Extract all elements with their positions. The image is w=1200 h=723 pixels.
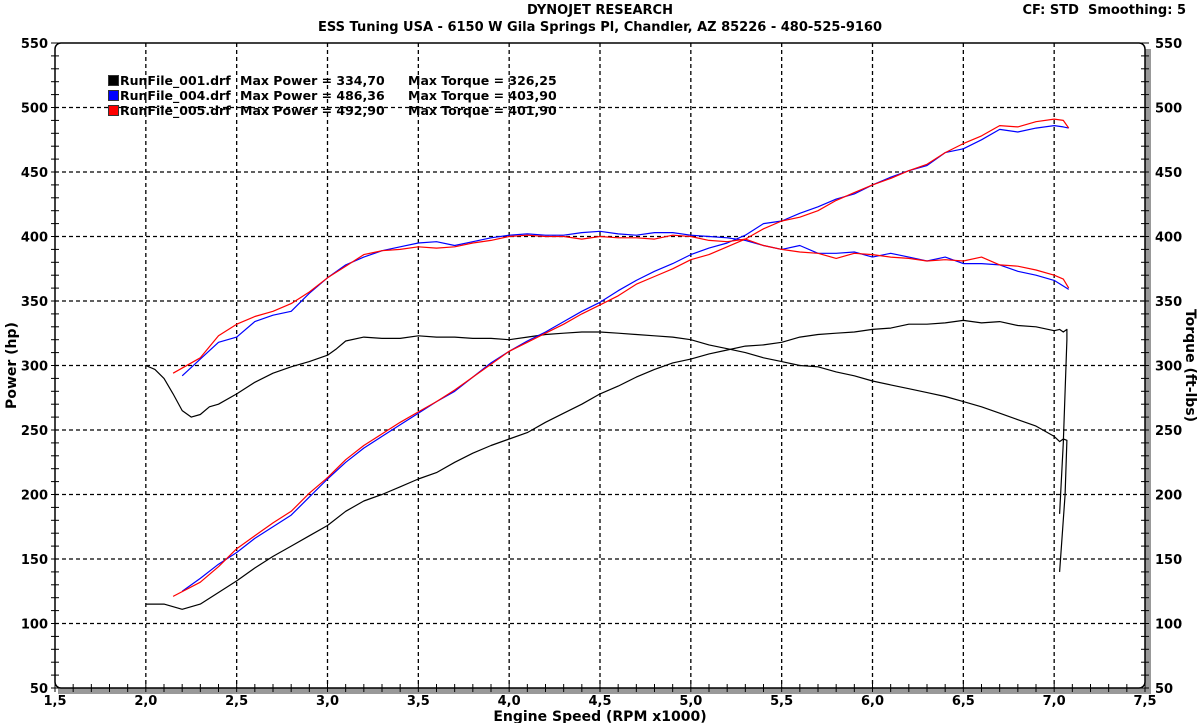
legend-item: RunFile_005.drf Max Power = 492,90 Max T…	[108, 103, 557, 118]
svg-text:6,5: 6,5	[952, 694, 975, 709]
svg-text:Engine Speed (RPM x1000): Engine Speed (RPM x1000)	[493, 709, 706, 723]
svg-text:2,5: 2,5	[225, 694, 248, 709]
series-line	[145, 319, 1068, 610]
svg-text:350: 350	[1155, 295, 1182, 310]
svg-text:550: 550	[1155, 37, 1182, 52]
correction-factor-info: CF: STD Smoothing: 5	[1022, 3, 1186, 18]
series-line	[145, 331, 1068, 572]
svg-text:7,5: 7,5	[1133, 694, 1156, 709]
svg-text:500: 500	[21, 102, 48, 117]
svg-text:5,5: 5,5	[770, 694, 793, 709]
series-line	[181, 230, 1070, 377]
svg-text:3,0: 3,0	[316, 694, 339, 709]
plot-frame	[54, 42, 1151, 694]
legend-file: RunFile_001.drf	[120, 73, 231, 88]
svg-text:150: 150	[21, 553, 48, 568]
series-line	[181, 125, 1069, 592]
svg-text:400: 400	[21, 231, 48, 246]
svg-text:7,0: 7,0	[1043, 694, 1066, 709]
svg-text:Power (hp): Power (hp)	[4, 322, 20, 409]
svg-text:450: 450	[21, 166, 48, 181]
legend-max-power: Max Power = 334,70	[240, 73, 385, 88]
grid-lines	[55, 43, 1145, 688]
svg-text:1,5: 1,5	[43, 694, 66, 709]
svg-text:4,0: 4,0	[498, 694, 521, 709]
svg-text:50: 50	[1155, 682, 1173, 697]
legend-max-torque: Max Torque = 326,25	[408, 73, 557, 88]
svg-text:2,0: 2,0	[134, 694, 157, 709]
legend-item: RunFile_004.drf Max Power = 486,36 Max T…	[108, 88, 557, 103]
svg-text:50: 50	[30, 682, 48, 697]
svg-text:500: 500	[1155, 102, 1182, 117]
legend-item: RunFile_001.drf Max Power = 334,70 Max T…	[108, 73, 557, 88]
data-series	[145, 118, 1070, 610]
series-line	[172, 234, 1070, 374]
svg-text:300: 300	[21, 360, 48, 375]
chart-title: DYNOJET RESEARCH	[527, 3, 673, 18]
svg-text:Torque (ft-lbs): Torque (ft-lbs)	[1182, 309, 1198, 422]
svg-text:300: 300	[1155, 360, 1182, 375]
legend-max-power: Max Power = 486,36	[240, 88, 385, 103]
svg-text:4,5: 4,5	[588, 694, 611, 709]
svg-text:250: 250	[21, 424, 48, 439]
svg-text:3,5: 3,5	[407, 694, 430, 709]
svg-text:450: 450	[1155, 166, 1182, 181]
svg-text:5,0: 5,0	[679, 694, 702, 709]
legend-max-torque: Max Torque = 401,90	[408, 103, 557, 118]
axis-ticks	[51, 42, 1149, 692]
chart-legend: RunFile_001.drf Max Power = 334,70 Max T…	[108, 73, 557, 118]
legend-swatch-icon	[108, 105, 119, 116]
svg-text:100: 100	[21, 618, 48, 633]
legend-file: RunFile_004.drf	[120, 88, 231, 103]
svg-text:400: 400	[1155, 231, 1182, 246]
legend-swatch-icon	[108, 90, 119, 101]
svg-text:200: 200	[21, 489, 48, 504]
svg-text:100: 100	[1155, 618, 1182, 633]
svg-text:150: 150	[1155, 553, 1182, 568]
chart-subtitle: ESS Tuning USA - 6150 W Gila Springs Pl,…	[317, 20, 883, 35]
legend-file: RunFile_005.drf	[120, 103, 231, 118]
svg-text:550: 550	[21, 37, 48, 52]
legend-max-power: Max Power = 492,90	[240, 103, 385, 118]
svg-text:200: 200	[1155, 489, 1182, 504]
axis-labels: 1,5 2,0 2,5 3,0 3,5 4,0 4,5 5,0 5,5 6,0 6,5 7,0 7,55…	[4, 37, 1198, 723]
svg-text:250: 250	[1155, 424, 1182, 439]
svg-text:6,0: 6,0	[861, 694, 884, 709]
legend-max-torque: Max Torque = 403,90	[408, 88, 557, 103]
legend-swatch-icon	[108, 75, 119, 86]
series-line	[172, 118, 1070, 597]
svg-text:350: 350	[21, 295, 48, 310]
